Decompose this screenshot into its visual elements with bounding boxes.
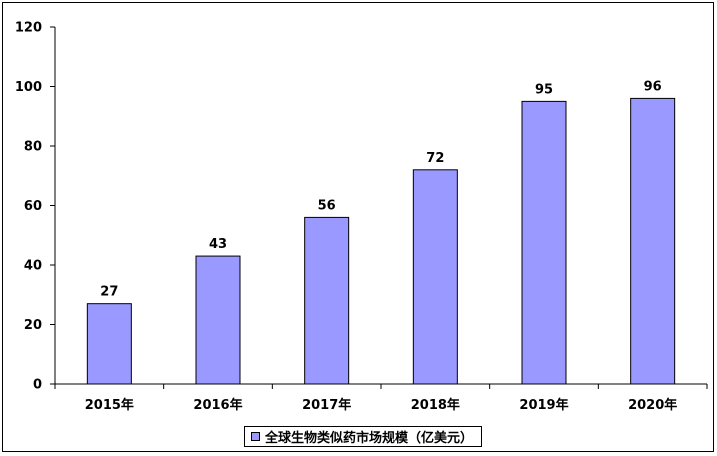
- x-axis-ticks: 2015年 2016年 2017年 2018年 2019年 2020年: [54, 384, 708, 413]
- bar-2015年: [86, 303, 132, 385]
- chart-frame: [2, 2, 714, 452]
- x-tick-label: 2017年: [302, 397, 351, 413]
- legend-label: 全球生物类似药市场规模（亿美元）: [265, 431, 474, 446]
- legend: 全球生物类似药市场规模（亿美元）: [244, 426, 483, 447]
- legend-swatch: [251, 432, 260, 441]
- x-tick-label: 2019年: [519, 397, 568, 413]
- bar-2020年: [630, 97, 676, 385]
- bar-2019年: [521, 100, 567, 385]
- y-tick-label: 20: [24, 318, 42, 333]
- data-label: 27: [100, 285, 118, 300]
- bar-2016年: [195, 255, 241, 385]
- data-label: 95: [535, 82, 553, 97]
- x-tick-label: 2015年: [85, 397, 134, 413]
- data-label: 56: [318, 198, 336, 213]
- y-tick-label: 0: [33, 378, 42, 393]
- data-label: 43: [209, 237, 227, 252]
- bar-2018年: [412, 169, 458, 385]
- bars-group: 27 43 56 72 95 96: [86, 79, 676, 385]
- y-tick-label: 120: [15, 21, 42, 36]
- y-tick-label: 60: [24, 199, 42, 214]
- y-tick-label: 80: [24, 140, 42, 155]
- data-label: 96: [644, 79, 662, 94]
- x-tick-label: 2016年: [193, 397, 242, 413]
- data-label: 72: [426, 151, 444, 166]
- y-tick-label: 100: [15, 80, 42, 95]
- y-tick-label: 40: [24, 259, 42, 274]
- y-axis-ticks: 0 20 40 60 80 100 120: [15, 21, 55, 393]
- x-tick-label: 2018年: [411, 397, 460, 413]
- x-tick-label: 2020年: [628, 397, 677, 413]
- bar-2017年: [304, 216, 350, 385]
